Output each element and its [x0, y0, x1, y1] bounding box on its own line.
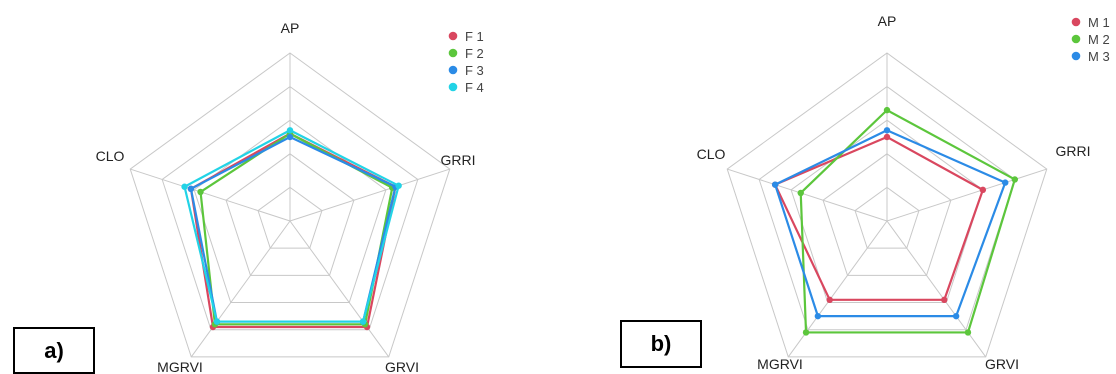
grid-ring	[225, 153, 355, 276]
series-line-f2	[199, 132, 394, 326]
legend-marker	[448, 31, 458, 41]
grid-ring	[726, 52, 1048, 358]
grid-spoke	[130, 168, 291, 222]
legend-entry: F 2	[465, 46, 484, 61]
series-line-f1	[189, 132, 397, 329]
data-point-m3-mgrvi	[814, 312, 822, 320]
legend-marker	[1071, 34, 1081, 44]
axis-label-ap: AP	[281, 20, 300, 36]
data-point-m3-ap	[883, 127, 891, 134]
legend-entry: F 3	[465, 63, 484, 78]
legend-entry: M 2	[1088, 32, 1110, 47]
data-point-m1-grri	[979, 186, 987, 194]
grid-spoke	[727, 168, 888, 222]
legend-marker	[448, 82, 458, 92]
data-point-f4-grvi	[359, 318, 367, 325]
legend-a: F 1 F 2 F 3 F 4	[448, 29, 484, 95]
axis-label-grri: GRRI	[441, 152, 476, 168]
data-point-m3-clo	[771, 181, 779, 188]
grid-ring	[129, 52, 451, 358]
grid-spoke	[289, 220, 390, 358]
panel-label-a: a)	[13, 327, 95, 374]
data-point-f4-grri	[395, 182, 402, 189]
data-point-f4-clo	[181, 183, 188, 190]
legend-marker	[1071, 51, 1081, 61]
legend-b: M 1 M 2 M 3	[1071, 15, 1110, 64]
data-point-m2-ap	[883, 106, 891, 114]
axis-label-mgrvi: MGRVI	[157, 359, 203, 374]
data-point-m1-mgrvi	[826, 296, 833, 304]
data-point-f3-ap	[286, 133, 294, 141]
series-line-m3	[774, 129, 1007, 318]
axis-label-mgrvi: MGRVI	[757, 356, 803, 372]
data-point-f4-mgrvi	[213, 318, 221, 325]
legend-entry: M 1	[1088, 15, 1110, 30]
axis-label-clo: CLO	[697, 146, 726, 162]
axis-label-grri: GRRI	[1056, 143, 1091, 159]
grid-ring	[257, 186, 323, 249]
data-point-m1-grvi	[941, 296, 948, 304]
axis-label-grvi: GRVI	[985, 356, 1019, 372]
data-point-m3-grvi	[952, 312, 960, 320]
legend-marker	[448, 48, 458, 58]
grid-ring	[854, 186, 920, 249]
axis-label-grvi: GRVI	[385, 359, 419, 374]
legend-entry: M 3	[1088, 49, 1110, 64]
data-point-f3-clo	[187, 185, 195, 193]
radar-chart-a: AP GRRI GRVI MGRVI CLO	[96, 20, 476, 374]
grid-spoke	[886, 220, 987, 358]
grid-ring	[790, 119, 984, 304]
data-point-f2-clo	[197, 188, 204, 196]
axis-label-ap: AP	[878, 13, 897, 29]
axis-label-clo: CLO	[96, 148, 125, 164]
grid-ring	[758, 85, 1016, 331]
data-point-m2-mgrvi	[802, 329, 810, 336]
legend-marker	[1071, 17, 1081, 27]
grid-ring	[161, 85, 419, 331]
legend-entry: F 4	[465, 80, 484, 95]
series-line-m2	[799, 109, 1016, 334]
data-point-f4-ap	[286, 127, 294, 134]
panel-label-b: b)	[620, 320, 702, 368]
data-point-m1-ap	[883, 133, 891, 141]
radar-chart-b: AP GRRI GRVI MGRVI CLO	[697, 13, 1091, 372]
grid-spoke	[190, 220, 291, 358]
legend-entry: F 1	[465, 29, 484, 44]
legend-marker	[448, 65, 458, 75]
series-line-f4	[183, 129, 400, 323]
data-point-m2-clo	[797, 189, 804, 197]
data-point-m2-grri	[1011, 176, 1019, 183]
grid-spoke	[886, 168, 1047, 222]
series-line-f3	[189, 135, 397, 323]
grid-ring	[822, 153, 952, 276]
data-point-m3-grri	[1002, 179, 1009, 186]
data-point-m2-grvi	[964, 329, 972, 336]
grid-spoke	[289, 168, 450, 222]
